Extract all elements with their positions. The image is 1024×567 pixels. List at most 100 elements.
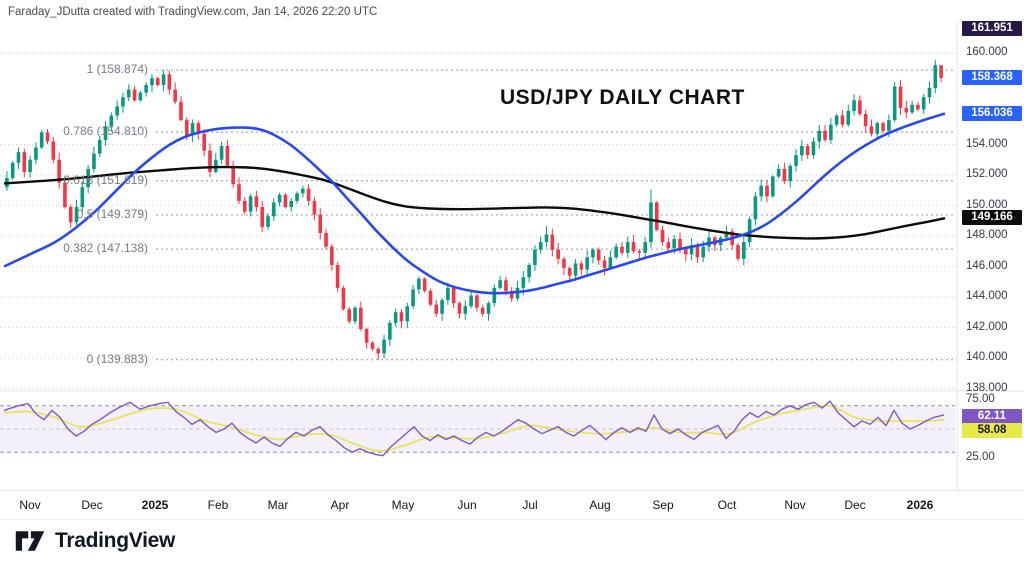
candle-body	[701, 246, 705, 258]
candle-body	[747, 219, 752, 243]
time-tick-label: Mar	[267, 498, 289, 512]
candle-body	[51, 141, 56, 160]
candle-body	[364, 329, 369, 343]
time-tick-label: Dec	[81, 498, 103, 512]
price-badge: 158.368	[962, 70, 1022, 85]
chart-plot-area[interactable]	[0, 0, 1024, 520]
candle-body	[788, 165, 793, 182]
candle-body	[63, 182, 67, 208]
price-badge: 149.166	[962, 210, 1022, 225]
candle-body	[521, 277, 526, 288]
candle-body	[417, 278, 421, 290]
price-tick-label: 144.000	[966, 290, 1008, 302]
candle-body	[892, 86, 897, 121]
candle-body	[678, 239, 682, 250]
candle-body	[683, 249, 688, 255]
fib-label: 0 (139.883)	[86, 351, 148, 366]
candle-body	[811, 141, 816, 156]
price-tick-label: 146.000	[966, 259, 1008, 272]
candle-body	[22, 152, 27, 172]
candle-body	[451, 287, 456, 304]
time-tick-label: Apr	[330, 498, 350, 512]
candle-body	[231, 165, 235, 185]
candle-body	[440, 300, 444, 314]
fib-label: 0.618 (151.619)	[63, 172, 148, 187]
price-badge: 156.036	[962, 106, 1022, 121]
candle-body	[155, 78, 160, 86]
fib-label: 0.786 (154.810)	[63, 124, 148, 139]
price-badge: 161.951	[962, 21, 1022, 36]
time-tick-label: 2026	[906, 498, 934, 512]
price-tick-label: 154.000	[966, 137, 1008, 150]
candle-body	[57, 159, 61, 183]
candle-body	[422, 278, 427, 291]
time-tick-label: Feb	[207, 498, 229, 512]
candle-body	[840, 115, 845, 125]
candle-body	[916, 104, 920, 110]
candle-body	[347, 309, 352, 322]
candle-body	[724, 231, 729, 238]
candle-body	[301, 188, 305, 194]
candle-body	[295, 193, 299, 201]
candle-body	[243, 200, 247, 212]
candle-body	[480, 307, 485, 314]
candle-body	[533, 249, 537, 265]
rsi-line	[3, 400, 945, 457]
candle-body	[260, 207, 265, 227]
candle-body	[829, 124, 833, 140]
price-axis[interactable]: 160.000 154.000 152.000 150.000 148.000 146.0…	[958, 0, 1024, 490]
price-tick-label: 142.000	[966, 320, 1008, 333]
candle-body	[254, 196, 259, 208]
tradingview-logo-text: TradingView	[55, 529, 176, 552]
time-tick-label: Aug	[589, 498, 611, 512]
candle-body	[736, 245, 740, 259]
candle-body	[109, 115, 114, 127]
candle-body	[144, 85, 148, 93]
candle-body	[115, 106, 119, 116]
candle-body	[591, 249, 595, 258]
candle-body	[266, 216, 270, 227]
price-tick-label: 138.000	[966, 381, 1008, 394]
price-badge: 58.08	[962, 423, 1022, 438]
candle-body	[904, 107, 909, 113]
candle-body	[776, 168, 781, 177]
time-tick-label: May	[391, 498, 415, 512]
candle-body	[643, 242, 647, 253]
candle-body	[80, 187, 85, 208]
time-tick-label: Nov	[784, 498, 806, 512]
candle-body	[324, 232, 328, 247]
ma-slow-line	[3, 165, 946, 240]
candle-body	[428, 290, 433, 305]
candle-body	[858, 100, 862, 114]
time-axis[interactable]: Nov Dec 2025 Feb Mar Apr May Jun Jul Aug Sep Oct Nov…	[0, 490, 1024, 520]
price-tick-label: 148.000	[966, 229, 1008, 241]
candle-body	[486, 303, 491, 314]
candle-body	[631, 242, 636, 252]
candle-body	[509, 290, 514, 299]
candle-body	[382, 339, 386, 354]
candle-body	[341, 287, 346, 310]
candle-body	[359, 307, 363, 330]
fib-label: 1 (158.874)	[86, 62, 148, 77]
candle-body	[666, 242, 671, 249]
candle-body	[318, 214, 323, 233]
candle-body	[45, 132, 50, 142]
candle-body	[910, 104, 914, 113]
time-tick-label: Sep	[652, 498, 674, 512]
candle-body	[614, 246, 618, 258]
candle-body	[782, 168, 787, 182]
candle-body	[504, 280, 508, 291]
candle-body	[283, 194, 288, 208]
candle-body	[625, 242, 630, 253]
candle-body	[927, 88, 932, 98]
candle-body	[225, 146, 230, 166]
candle-body	[335, 264, 340, 288]
candle-body	[602, 260, 607, 269]
chart-title: USD/JPY DAILY CHART	[500, 86, 745, 109]
time-tick-label: Oct	[717, 498, 737, 512]
fib-label: 0.382 (147.138)	[63, 241, 148, 256]
fib-label: 0.5 (149.379)	[76, 206, 148, 221]
candle-body	[173, 89, 177, 102]
candle-body	[463, 306, 468, 314]
candle-body	[248, 196, 253, 212]
